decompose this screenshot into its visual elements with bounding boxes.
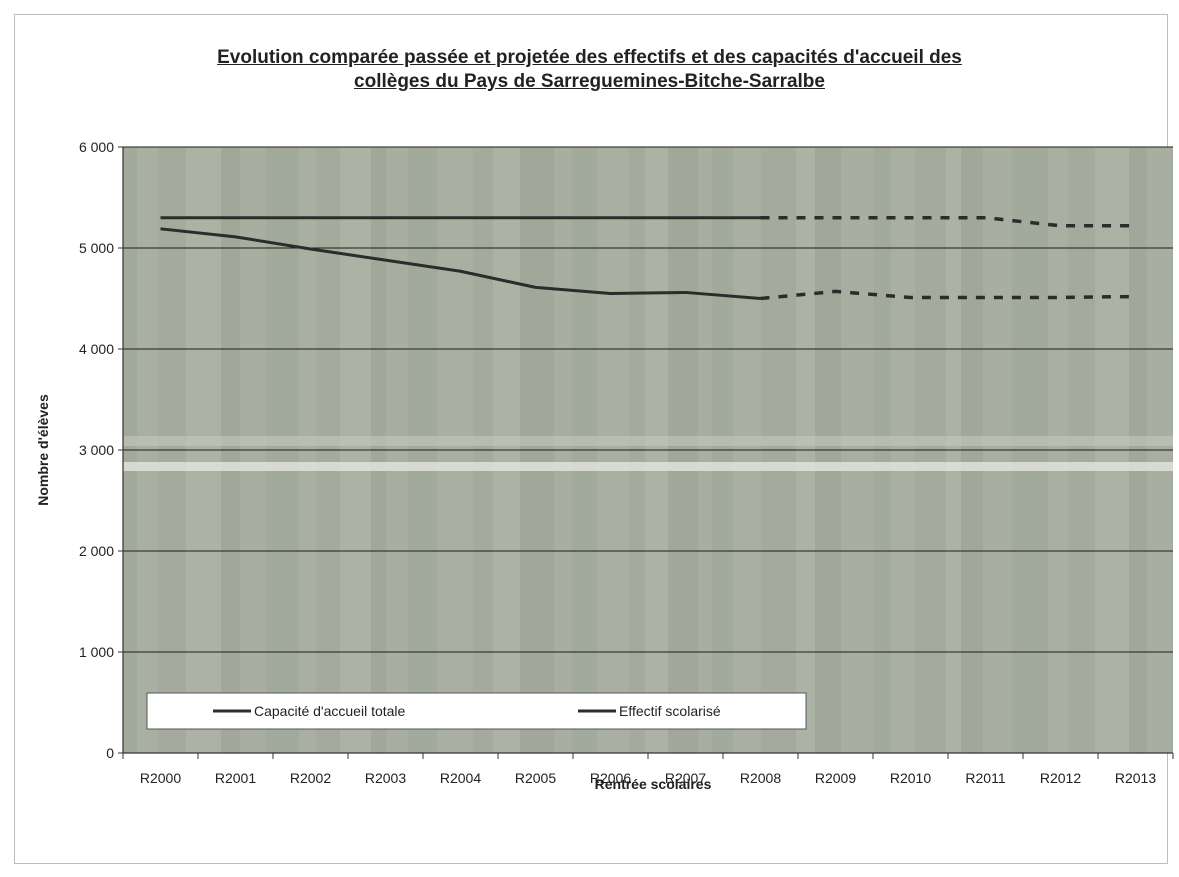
chart-title: Evolution comparée passée et projetée de… bbox=[0, 46, 1179, 94]
plot-texture-band bbox=[123, 462, 1173, 471]
x-axis-title: Rentrée scolaires bbox=[595, 776, 712, 792]
x-tick-label: R2010 bbox=[890, 770, 931, 786]
plot-texture-band bbox=[123, 436, 1173, 446]
legend-label-capacity: Capacité d'accueil totale bbox=[254, 703, 406, 719]
x-tick-label: R2003 bbox=[365, 770, 406, 786]
series-1-line-observed bbox=[160, 227, 761, 300]
gridlines bbox=[123, 146, 1173, 653]
y-tick-label: 0 bbox=[106, 745, 114, 761]
series-lines bbox=[160, 215, 1136, 301]
y-tick-label: 1 000 bbox=[79, 644, 114, 660]
axes: 0 1 000 2 000 3 000 4 000 5 000 6 000 R2000 R200… bbox=[79, 139, 1174, 786]
x-tick-label: R2013 bbox=[1115, 770, 1156, 786]
legend-label-enrolment: Effectif scolarisé bbox=[619, 703, 721, 719]
y-tick-label: 4 000 bbox=[79, 341, 114, 357]
series-0-line-projected bbox=[760, 215, 1136, 228]
x-tick-label: R2011 bbox=[965, 770, 1005, 786]
y-tick-label: 5 000 bbox=[79, 240, 114, 256]
x-tick-label: R2001 bbox=[215, 770, 256, 786]
series-1-line-projected bbox=[760, 289, 1136, 301]
chart-title-line-1: Evolution comparée passée et projetée de… bbox=[217, 47, 962, 68]
x-tick-label: R2012 bbox=[1040, 770, 1081, 786]
x-tick-label: R2000 bbox=[140, 770, 181, 786]
y-tick-label: 2 000 bbox=[79, 543, 114, 559]
y-axis-title: Nombre d'élèves bbox=[35, 394, 51, 506]
y-tick-label: 3 000 bbox=[79, 442, 114, 458]
x-tick-label: R2007 bbox=[665, 770, 706, 786]
legend: Capacité d'accueil totale Effectif scola… bbox=[146, 692, 807, 730]
x-tick-label: R2005 bbox=[515, 770, 556, 786]
chart-title-line-2: collèges du Pays de Sarreguemines-Bitche… bbox=[354, 71, 825, 92]
y-tick-label: 6 000 bbox=[79, 139, 114, 155]
legend-box bbox=[146, 692, 807, 730]
x-tick-label: R2009 bbox=[815, 770, 856, 786]
x-tick-label: R2002 bbox=[290, 770, 331, 786]
x-tick-label: R2008 bbox=[740, 770, 781, 786]
x-tick-label: R2006 bbox=[590, 770, 631, 786]
x-tick-label: R2004 bbox=[440, 770, 481, 786]
